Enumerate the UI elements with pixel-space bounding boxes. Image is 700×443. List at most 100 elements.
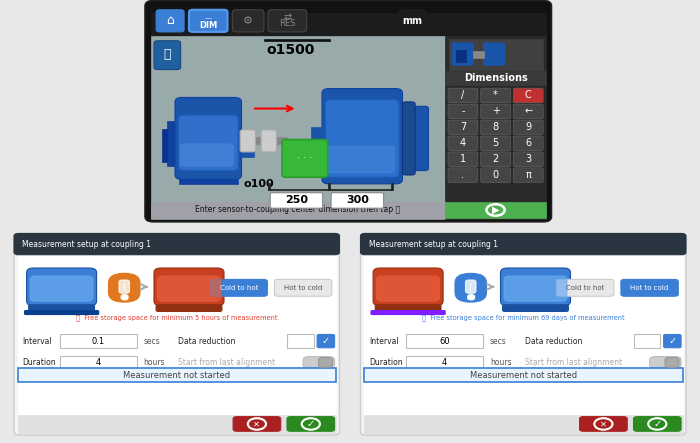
Text: 9: 9 [525,122,531,132]
Bar [60,356,136,369]
FancyBboxPatch shape [178,115,238,171]
FancyBboxPatch shape [466,280,476,293]
FancyBboxPatch shape [210,280,267,296]
FancyBboxPatch shape [513,120,543,135]
FancyBboxPatch shape [621,280,678,296]
Text: o1500: o1500 [266,43,315,57]
Text: ⚙: ⚙ [243,16,253,26]
FancyBboxPatch shape [14,233,340,435]
FancyBboxPatch shape [158,276,220,301]
Text: Data reduction: Data reduction [525,337,582,346]
FancyBboxPatch shape [455,273,486,302]
Text: Measurement not started: Measurement not started [470,371,577,380]
Text: Enter sensor-to-coupling center dimension then tap ⓘ: Enter sensor-to-coupling center dimensio… [195,206,400,214]
FancyBboxPatch shape [317,334,335,348]
FancyBboxPatch shape [448,88,478,103]
Text: 4: 4 [442,358,447,367]
Text: Measurement not started: Measurement not started [123,371,230,380]
FancyBboxPatch shape [448,168,478,183]
FancyBboxPatch shape [240,130,256,152]
Text: 2: 2 [492,154,498,164]
FancyBboxPatch shape [448,152,478,167]
FancyBboxPatch shape [503,305,568,311]
Bar [364,255,682,433]
Bar [150,36,445,219]
FancyBboxPatch shape [375,305,441,311]
FancyBboxPatch shape [270,193,323,208]
FancyBboxPatch shape [399,10,426,32]
FancyBboxPatch shape [580,416,627,431]
Text: 👤: 👤 [164,48,171,62]
Text: ▶: ▶ [492,205,499,215]
Bar [445,71,546,85]
Bar [329,189,392,190]
Text: /: / [461,90,465,101]
Text: -: - [461,106,465,117]
FancyBboxPatch shape [448,136,478,151]
Bar [445,202,546,218]
FancyBboxPatch shape [481,168,510,183]
Text: secs: secs [490,337,507,346]
Text: +: + [491,106,500,117]
Bar [150,3,546,36]
Bar [162,129,167,162]
Bar [264,39,330,41]
Bar [268,183,270,190]
FancyBboxPatch shape [481,120,510,135]
FancyBboxPatch shape [119,280,130,293]
FancyBboxPatch shape [665,358,679,367]
FancyBboxPatch shape [650,357,681,368]
Text: ✓: ✓ [668,336,676,346]
Text: *: * [494,90,498,101]
FancyBboxPatch shape [513,168,543,183]
Text: · · ·: · · · [298,153,312,163]
FancyBboxPatch shape [377,276,440,301]
FancyBboxPatch shape [30,276,93,301]
Bar [456,50,466,62]
Text: 5: 5 [492,138,498,148]
FancyBboxPatch shape [481,136,510,151]
Text: Start from last alignment: Start from last alignment [178,358,276,367]
Text: —: — [204,16,211,22]
FancyBboxPatch shape [373,268,443,306]
FancyBboxPatch shape [233,416,281,431]
Text: 4: 4 [95,358,101,367]
Text: Hot to cold: Hot to cold [284,285,322,291]
Bar [150,3,546,12]
FancyBboxPatch shape [448,120,478,135]
FancyBboxPatch shape [282,140,328,177]
Text: hours: hours [144,358,165,367]
Text: Hot to cold: Hot to cold [631,285,668,291]
Text: 0: 0 [493,170,498,180]
Text: 300: 300 [346,195,369,206]
Bar [150,202,445,218]
Text: 250: 250 [285,195,308,206]
Text: 7: 7 [460,122,466,132]
Text: ←: ← [524,106,532,117]
FancyBboxPatch shape [29,305,94,311]
Bar [445,36,546,219]
Text: 0.1: 0.1 [92,337,104,346]
FancyBboxPatch shape [556,280,614,296]
Text: hours: hours [490,358,512,367]
Bar [364,415,682,433]
Text: Measurement setup at coupling 1: Measurement setup at coupling 1 [22,240,151,249]
FancyBboxPatch shape [513,136,543,151]
Text: Measurement setup at coupling 1: Measurement setup at coupling 1 [369,240,498,249]
FancyBboxPatch shape [25,311,99,315]
Text: 6: 6 [525,138,531,148]
Bar [473,51,484,58]
FancyBboxPatch shape [371,311,445,315]
Bar [18,255,336,433]
FancyBboxPatch shape [318,358,332,367]
Bar [449,39,542,70]
FancyBboxPatch shape [322,89,402,184]
Text: mm: mm [402,16,422,26]
Bar [268,189,329,190]
FancyBboxPatch shape [261,130,277,152]
Bar [18,415,336,433]
FancyBboxPatch shape [189,10,228,32]
Text: Data reduction: Data reduction [178,337,236,346]
Bar [167,121,178,166]
FancyBboxPatch shape [360,233,686,255]
